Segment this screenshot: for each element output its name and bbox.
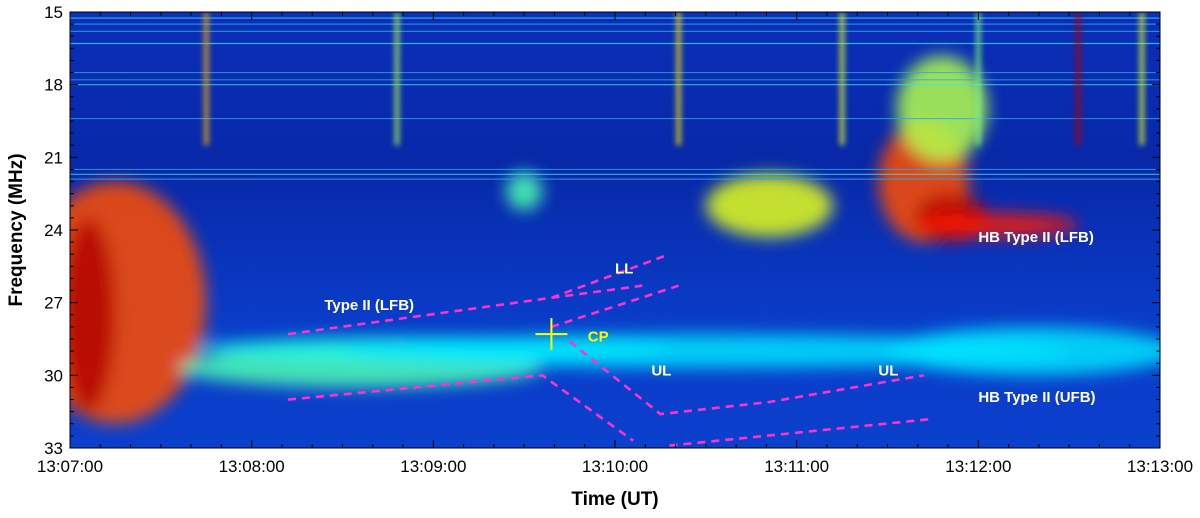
y-tick-label-3: 21 — [44, 148, 63, 167]
spectrum-plot-area — [70, 12, 1160, 448]
ll-branch-line — [550, 252, 670, 300]
lower-ul-line — [669, 417, 934, 447]
emission-burst-6 — [506, 171, 543, 211]
vertical-spike-1 — [204, 12, 209, 146]
emission-burst-11 — [896, 55, 988, 163]
type-ii-lfb-line — [287, 284, 643, 336]
x-tick-label-2: 13:08:00 — [219, 457, 285, 476]
emission-burst-10 — [914, 213, 1079, 238]
emission-layer — [70, 55, 1160, 424]
y-axis-title: Frequency (MHz) — [6, 153, 27, 306]
annotation-label-3: CP — [588, 328, 609, 345]
annotation-label-7: HB Type II (UFB) — [978, 389, 1095, 406]
vertical-spike-3 — [676, 12, 681, 146]
vertical-spike-5 — [976, 12, 981, 146]
emission-burst-12 — [887, 326, 1160, 376]
vertical-spikes — [204, 12, 1144, 146]
y-tick-label-6: 30 — [44, 366, 63, 385]
crosshair-marker — [535, 318, 568, 351]
annotation-label-5: UL — [878, 362, 898, 379]
x-tick-label-3: 13:09:00 — [400, 457, 466, 476]
vertical-spike-6 — [1076, 12, 1081, 146]
x-axis-title: Time (UT) — [571, 489, 658, 510]
y-axis: 15 18 21 24 27 30 33 — [44, 3, 1160, 458]
ul-drift-line — [568, 340, 925, 416]
annotations: LL Type II (LFB) CP UL UL HB Type II (LFB) HB … — [324, 229, 1095, 406]
annotation-label-2: Type II (LFB) — [324, 297, 414, 314]
vertical-spike-4 — [840, 12, 845, 146]
x-tick-label-5: 13:11:00 — [764, 457, 829, 476]
x-tick-label-6: 13:12:00 — [945, 457, 1011, 476]
y-tick-label-7: 33 — [44, 439, 63, 458]
y-tick-label-4: 24 — [44, 221, 63, 240]
annotation-label-4: UL — [651, 362, 671, 379]
upper-dashed-line — [287, 373, 634, 442]
annotation-label-1: LL — [615, 261, 633, 278]
x-tick-label-4: 13:10:00 — [582, 457, 648, 476]
x-tick-label-7: 13:13:00 — [1127, 457, 1193, 476]
vertical-spike-7 — [1139, 12, 1144, 146]
y-tick-label-2: 18 — [44, 76, 63, 95]
annotation-label-6: HB Type II (LFB) — [978, 229, 1094, 246]
y-tick-label-1: 15 — [44, 3, 63, 22]
x-tick-label-1: 13:07:00 — [37, 457, 103, 476]
y-tick-label-5: 27 — [44, 294, 63, 313]
emission-burst-5 — [342, 334, 1070, 369]
vertical-spike-2 — [395, 12, 399, 146]
emission-burst-2 — [70, 217, 116, 412]
x-axis: 13:07:00 13:08:00 13:09:00 13:10:00 13:11:00… — [37, 12, 1193, 476]
emission-burst-7 — [705, 174, 834, 238]
dashed-fit-lines — [287, 252, 934, 447]
